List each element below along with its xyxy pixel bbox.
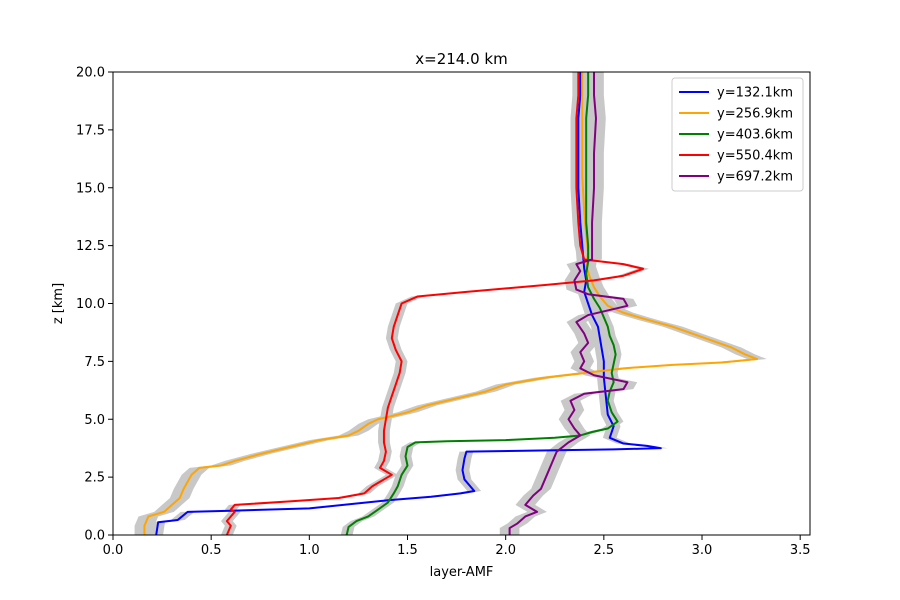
- y-tick-label-5: 12.5: [76, 239, 105, 254]
- series-line-5: [508, 72, 629, 535]
- series-lines: [143, 72, 758, 535]
- x-tick-label-5: 2.5: [594, 543, 615, 558]
- x-tick-label-6: 3.0: [692, 543, 713, 558]
- y-tick-label-7: 17.5: [76, 123, 105, 138]
- y-axis: 0.0 2.5 5.0 7.5 10.0 12.5 15.0 17.5 20.0: [76, 66, 113, 544]
- legend: y=132.1km y=256.9km y=403.6km y=550.4km y=69…: [671, 77, 804, 192]
- legend-label-4: y=550.4km: [717, 149, 793, 164]
- y-tick-label-3: 7.5: [84, 355, 105, 370]
- x-tick-label-2: 1.0: [299, 543, 320, 558]
- x-tick-label-0: 0.0: [103, 543, 124, 558]
- legend-label-1: y=132.1km: [717, 86, 793, 101]
- y-tick-label-1: 2.5: [84, 471, 105, 486]
- x-axis: 0.0 0.5 1.0 1.5 2.0 2.5 3.0 3.5: [103, 535, 811, 558]
- y-axis-label: z [km]: [51, 283, 66, 324]
- x-tick-label-7: 3.5: [790, 543, 811, 558]
- x-axis-label: layer-AMF: [430, 565, 494, 580]
- series-line-3: [345, 72, 619, 535]
- series-line-4: [225, 72, 645, 535]
- series-line-2: [143, 72, 758, 535]
- legend-box: [671, 77, 804, 192]
- uncertainty-bands: [134, 72, 767, 535]
- uncertainty-band-5: [499, 72, 638, 535]
- x-tick-label-1: 0.5: [201, 543, 222, 558]
- y-tick-label-8: 20.0: [76, 66, 105, 81]
- y-tick-label-6: 15.0: [76, 181, 105, 196]
- x-tick-label-4: 2.0: [495, 543, 516, 558]
- legend-label-2: y=256.9km: [717, 107, 793, 122]
- y-tick-label-4: 10.0: [76, 297, 105, 312]
- legend-label-5: y=697.2km: [717, 170, 793, 185]
- y-tick-label-2: 5.0: [84, 413, 105, 428]
- y-tick-label-0: 0.0: [84, 529, 105, 544]
- chart-title: x=214.0 km: [415, 50, 507, 68]
- x-tick-label-3: 1.5: [397, 543, 418, 558]
- legend-label-3: y=403.6km: [717, 128, 793, 143]
